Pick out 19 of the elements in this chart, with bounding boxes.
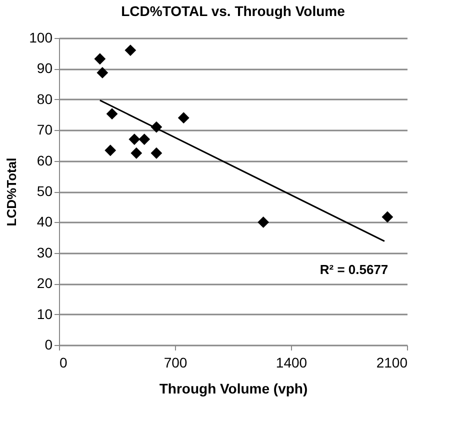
y-tick-label: 70 xyxy=(36,122,53,138)
y-tick-label: 100 xyxy=(29,30,53,46)
x-tick-label: 0 xyxy=(60,354,68,370)
y-tick-label: 20 xyxy=(36,275,53,292)
annotation: R² = 0.5677 xyxy=(320,262,388,277)
y-tick-label: 90 xyxy=(36,60,53,76)
x-tick-label: 2100 xyxy=(376,354,408,370)
y-tick-label: 50 xyxy=(36,183,53,199)
x-tick-label: 1400 xyxy=(276,354,308,370)
y-tick-label: 0 xyxy=(44,336,53,352)
chart-title: LCD%TOTAL vs. Through Volume xyxy=(121,3,346,19)
y-tick-label: 80 xyxy=(36,90,53,107)
y-tick-label: 30 xyxy=(36,244,53,260)
x-axis-title: Through Volume (vph) xyxy=(159,380,308,396)
y-tick-label: 60 xyxy=(36,152,53,168)
y-tick-label: 10 xyxy=(36,306,53,322)
x-tick-label: 700 xyxy=(164,354,188,370)
y-tick-label: 40 xyxy=(36,214,53,230)
y-axis-title: LCD%Total xyxy=(4,158,20,226)
